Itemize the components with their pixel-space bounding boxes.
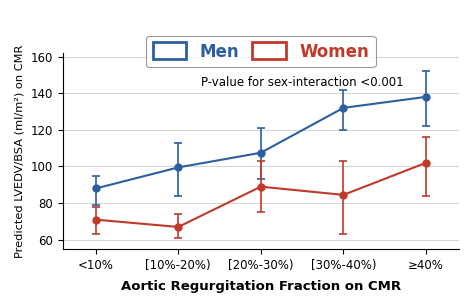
Y-axis label: Predicted LVEDV/BSA (ml/m²) on CMR: Predicted LVEDV/BSA (ml/m²) on CMR (15, 44, 25, 257)
X-axis label: Aortic Regurgitation Fraction on CMR: Aortic Regurgitation Fraction on CMR (121, 280, 401, 293)
Legend: Men, Women: Men, Women (146, 36, 375, 67)
Text: P-value for sex-interaction <0.001: P-value for sex-interaction <0.001 (201, 76, 404, 89)
